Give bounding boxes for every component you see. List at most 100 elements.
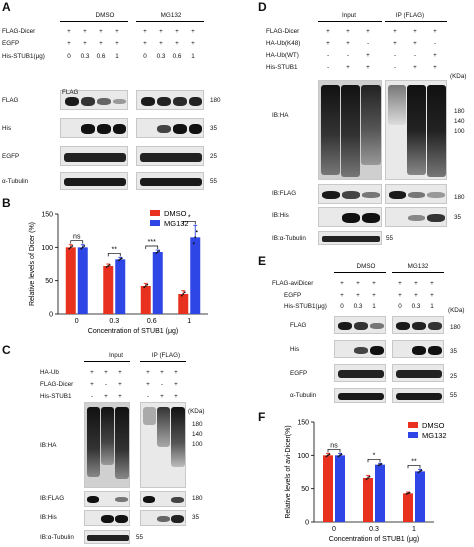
significance-label: * bbox=[373, 452, 376, 459]
lane-mark: 0 bbox=[67, 53, 71, 60]
lane-mark: + bbox=[340, 292, 344, 299]
data-point bbox=[407, 492, 409, 495]
group-mg132-label: MG132 bbox=[160, 12, 182, 19]
bar bbox=[103, 266, 114, 314]
blot-egfp-mg132 bbox=[136, 146, 204, 166]
lane-mark: + bbox=[433, 28, 437, 35]
blot-flag-mg132 bbox=[392, 316, 444, 334]
lane-mark: + bbox=[174, 381, 178, 388]
mw-100: 100 bbox=[454, 128, 465, 135]
lane-mark: + bbox=[366, 52, 370, 59]
lane-mark: + bbox=[143, 40, 147, 47]
panel-e-letter: E bbox=[258, 254, 267, 268]
mw-180: 180 bbox=[192, 495, 203, 502]
blot-name-his: His bbox=[290, 346, 300, 353]
x-tick-label: 1 bbox=[187, 318, 191, 325]
lane-mark: + bbox=[433, 52, 437, 59]
lane-mark: + bbox=[191, 40, 195, 47]
mw-180: 180 bbox=[450, 324, 461, 331]
data-point bbox=[105, 266, 108, 268]
panel-d-letter: D bbox=[258, 0, 267, 14]
data-point bbox=[325, 455, 328, 458]
data-point bbox=[69, 246, 72, 249]
group-mg132-label: MG132 bbox=[407, 263, 429, 270]
lane-mark: + bbox=[372, 280, 376, 287]
bar bbox=[65, 247, 76, 314]
blot-name-ib-tubulin: IB:α-Tubulin bbox=[272, 235, 306, 242]
data-point bbox=[368, 475, 371, 478]
lane-mark: 1 bbox=[115, 53, 119, 60]
blot-his-dmso bbox=[60, 118, 128, 138]
blot-name-his: His bbox=[2, 125, 12, 132]
data-point bbox=[80, 247, 83, 250]
lane-mark: 0 bbox=[143, 53, 147, 60]
lane-mark: 1 bbox=[372, 303, 376, 310]
blot-tubulin-dmso bbox=[334, 388, 386, 403]
kda-label: (KDa) bbox=[188, 408, 205, 415]
row-label-his-stub1: His-STUB1 bbox=[40, 393, 72, 400]
lane-mark: + bbox=[160, 369, 164, 376]
blot-name-tubulin: α-Tubulin bbox=[290, 392, 317, 399]
data-point bbox=[182, 293, 185, 295]
data-point bbox=[377, 464, 380, 467]
data-point bbox=[68, 247, 71, 250]
lane-mark: + bbox=[118, 393, 122, 400]
mw-35: 35 bbox=[192, 514, 200, 521]
blot-flag-input bbox=[84, 491, 130, 507]
group-underline bbox=[334, 272, 386, 273]
lane-mark: 0.3 bbox=[156, 53, 166, 60]
lane-mark: 0.6 bbox=[172, 53, 182, 60]
data-point bbox=[108, 264, 111, 266]
blot-his-dmso bbox=[334, 340, 386, 358]
blot-egfp-dmso bbox=[334, 364, 386, 382]
y-tick-label: 100 bbox=[41, 245, 53, 252]
data-point bbox=[408, 491, 411, 494]
bar bbox=[415, 471, 425, 522]
x-tick-label: 0.6 bbox=[147, 318, 157, 325]
mw-180: 180 bbox=[454, 108, 465, 115]
data-point bbox=[194, 236, 197, 239]
lane-mark: + bbox=[414, 280, 418, 287]
lane-mark: + bbox=[174, 369, 178, 376]
blot-his-input bbox=[84, 510, 130, 526]
x-axis-label: Concentration of STUB1 (μg) bbox=[88, 328, 178, 335]
data-point bbox=[83, 245, 86, 247]
lane-mark: + bbox=[115, 28, 119, 35]
data-point bbox=[120, 257, 123, 260]
lane-mark: + bbox=[356, 280, 360, 287]
lane-mark: + bbox=[104, 369, 108, 376]
row-label-his-stub1: His-STUB1 bbox=[266, 64, 298, 71]
group-underline bbox=[136, 21, 204, 22]
blot-egfp-dmso bbox=[60, 146, 128, 166]
significance-bracket bbox=[367, 458, 381, 463]
lane-mark: - bbox=[393, 64, 397, 71]
panel-c-letter: C bbox=[2, 343, 11, 357]
lane-mark: - bbox=[326, 64, 330, 71]
lane-mark: - bbox=[146, 393, 150, 400]
data-point bbox=[119, 258, 122, 261]
lane-mark: + bbox=[326, 28, 330, 35]
mw-180: 180 bbox=[210, 97, 221, 104]
lane-mark: + bbox=[159, 40, 163, 47]
legend-swatch bbox=[150, 220, 160, 226]
blot-his-mg132 bbox=[392, 340, 444, 358]
lane-mark: + bbox=[175, 28, 179, 35]
lane-mark: + bbox=[115, 40, 119, 47]
lane-mark: + bbox=[433, 64, 437, 71]
blot-ha-ip bbox=[140, 402, 186, 488]
lane-mark: + bbox=[413, 28, 417, 35]
lane-mark: + bbox=[346, 28, 350, 35]
lane-mark: + bbox=[393, 40, 397, 47]
row-label-ha-ub: HA-Ub bbox=[40, 369, 59, 376]
lane-mark: + bbox=[372, 292, 376, 299]
group-dmso-label: DMSO bbox=[95, 12, 115, 19]
blot-ha-ip bbox=[385, 80, 447, 180]
y-tick-label: 100 bbox=[297, 453, 309, 460]
mw-55: 55 bbox=[386, 235, 394, 242]
kda-label: (KDa) bbox=[450, 73, 467, 80]
lane-mark: - bbox=[393, 52, 397, 59]
data-point bbox=[183, 291, 186, 294]
blot-ha-input bbox=[84, 402, 130, 488]
mw-25: 25 bbox=[210, 153, 218, 160]
mw-140: 140 bbox=[454, 118, 465, 125]
